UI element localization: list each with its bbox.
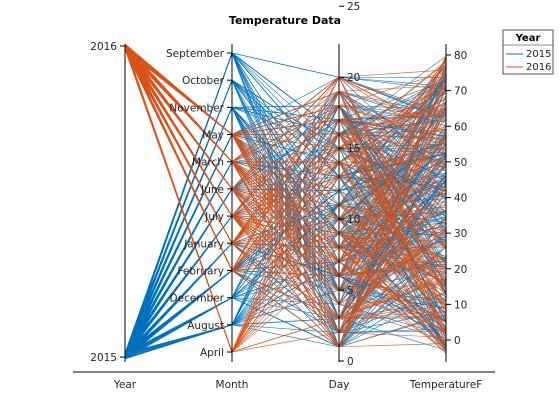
series-line-2015 (124, 261, 447, 359)
temperaturef-tick-40-label: 40 (454, 193, 467, 205)
temperaturef-tick-0-label: 0 (454, 335, 461, 347)
temperaturef-tick-10-label: 10 (454, 299, 467, 311)
legend-label-2016: 2016 (526, 62, 551, 73)
legend-label-2015: 2015 (526, 49, 551, 60)
series-line-2015 (124, 291, 447, 360)
day-tick-15-label: 15 (347, 143, 360, 155)
legend: Year 2015 2016 (502, 29, 554, 75)
temperaturef-tick-30-label: 30 (454, 228, 467, 240)
series-line-2016 (124, 44, 447, 272)
coordinate-label-day: Day (329, 379, 350, 391)
series-line-2015 (124, 106, 447, 357)
day-tick-20-label: 20 (347, 72, 360, 84)
series-line-2016 (124, 44, 447, 348)
series-line-2016 (124, 48, 447, 248)
series-line-2015 (124, 52, 447, 359)
month-tick-july-label: July (204, 211, 224, 223)
series-line-2015 (124, 106, 447, 354)
series-line-2016 (124, 46, 447, 319)
year-tick-2016-label: 2016 (90, 41, 117, 53)
series-line-2016 (124, 48, 447, 310)
series-line-2016 (124, 45, 447, 349)
temperaturef-tick-80-label: 80 (454, 50, 467, 62)
month-tick-august-label: August (187, 320, 224, 332)
series-line-2016 (124, 49, 447, 244)
month-tick-march-label: March (192, 157, 224, 169)
month-tick-may-label: May (202, 130, 224, 142)
coordinate-label-temperaturef: TemperatureF (409, 379, 483, 391)
temperaturef-tick-20-label: 20 (454, 264, 467, 276)
month-tick-november-label: November (169, 102, 224, 114)
series-line-2016 (124, 48, 447, 190)
month-tick-april-label: April (200, 347, 224, 359)
month-tick-december-label: December (170, 293, 225, 305)
series-line-2016 (124, 49, 447, 340)
coordinate-label-year: Year (113, 379, 137, 391)
chart-title: Temperature Data (229, 14, 341, 27)
temperaturef-tick-50-label: 50 (454, 157, 467, 169)
legend-title: Year (515, 33, 541, 44)
series-line-2016 (124, 43, 447, 257)
series-line-2016 (124, 46, 447, 272)
series-line-2016 (124, 48, 447, 277)
series-line-2016 (124, 45, 447, 291)
series-line-2016 (124, 47, 447, 277)
series-line-2016 (124, 44, 447, 263)
month-tick-january-label: January (183, 238, 224, 250)
day-tick-25-label: 25 (347, 1, 360, 13)
month-tick-october-label: October (182, 75, 225, 87)
series-line-2016 (124, 44, 447, 247)
series-line-2016 (124, 45, 447, 296)
month-tick-september-label: September (166, 48, 225, 60)
series-line-2016 (124, 49, 447, 291)
temperaturef-tick-70-label: 70 (454, 86, 467, 98)
coordinate-label-month: Month (216, 379, 249, 391)
polylines-layer (124, 43, 447, 360)
day-tick-5-label: 5 (347, 285, 354, 297)
temperaturef-tick-60-label: 60 (454, 121, 467, 133)
year-tick-2015-label: 2015 (90, 352, 117, 364)
series-line-2016 (124, 46, 447, 192)
month-tick-february-label: February (177, 265, 224, 277)
day-tick-10-label: 10 (347, 214, 360, 226)
month-tick-june-label: June (200, 184, 224, 196)
day-tick-0-label: 0 (347, 356, 354, 368)
series-line-2016 (124, 47, 447, 353)
